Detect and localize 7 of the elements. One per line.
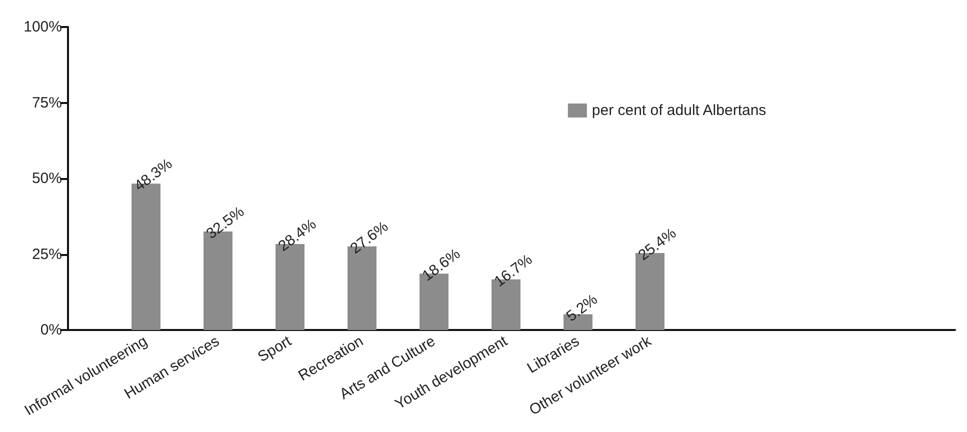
x-tick-label: Sport bbox=[254, 332, 296, 366]
y-tick-label: 100% bbox=[24, 18, 62, 36]
legend-label: per cent of adult Albertans bbox=[592, 102, 766, 119]
y-tick-label: 25% bbox=[32, 246, 62, 263]
y-tick-label: 75% bbox=[32, 94, 62, 112]
y-tick-label: 50% bbox=[32, 170, 62, 187]
y-tick-label: 0% bbox=[40, 322, 62, 338]
